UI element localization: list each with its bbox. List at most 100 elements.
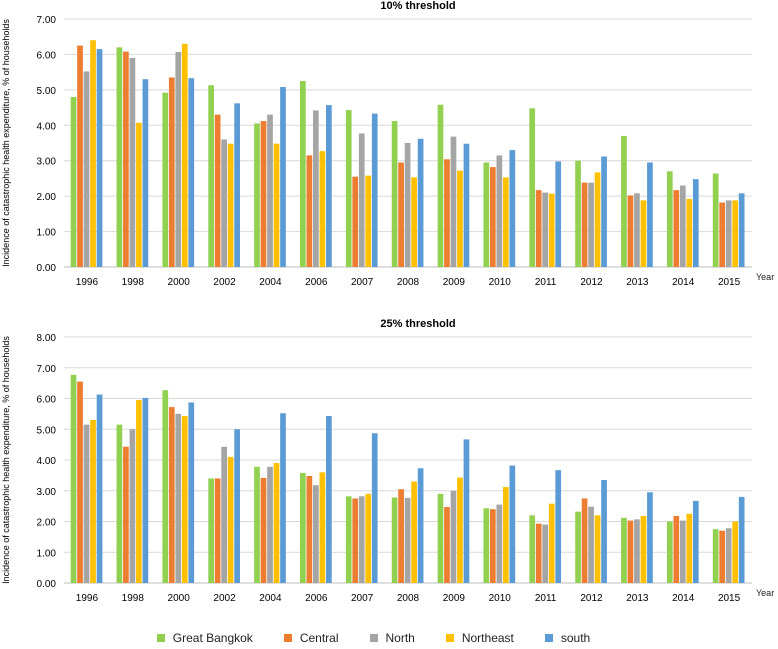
bar-south-2011 [555,161,561,267]
bar-great-bangkok-2004 [254,124,260,267]
bar-great-bangkok-2014 [667,522,673,584]
bar-north-2014 [680,186,686,267]
x-tick-label: 2006 [305,277,328,288]
y-tick-label: 6.00 [37,50,57,61]
bar-south-2012 [601,480,607,583]
bar-great-bangkok-2000 [162,390,168,583]
bar-central-2009 [444,159,450,267]
bar-south-2010 [509,150,515,267]
legend-label-north: North [386,631,415,645]
bar-northeast-2013 [641,200,647,267]
bar-northeast-2004 [274,144,280,267]
bar-south-2004 [280,87,286,267]
bar-central-2010 [490,509,496,583]
bar-central-2013 [628,195,634,267]
legend-label-great-bangkok: Great Bangkok [173,631,253,645]
bar-northeast-2011 [549,194,555,267]
x-tick-label: 2012 [580,277,603,288]
x-tick-label: 2007 [351,277,374,288]
bar-central-1996 [77,382,83,583]
bar-north-2012 [588,183,594,267]
y-tick-label: 2.00 [37,192,57,203]
bar-central-2004 [261,478,267,583]
x-axis-label: Year [756,588,774,598]
bar-south-2014 [693,179,699,267]
legend-label-northeast: Northeast [462,631,514,645]
bar-northeast-1998 [136,123,142,267]
x-tick-label: 2012 [580,593,603,604]
bar-central-2002 [215,115,221,267]
y-tick-label: 3.00 [37,157,57,168]
legend-label-south: south [561,631,590,645]
x-tick-label: 2000 [168,277,191,288]
bar-great-bangkok-2002 [208,85,214,267]
bar-northeast-2011 [549,504,555,583]
chart-figure: 10% threshold Incidence of catastrophic h… [0,0,778,620]
bar-south-1996 [97,395,103,583]
bar-north-2008 [405,498,411,583]
bar-north-2013 [634,193,640,267]
bar-south-2013 [647,162,653,267]
bar-north-2004 [267,467,273,583]
bar-central-2008 [398,489,404,583]
bar-south-2012 [601,156,607,267]
bar-great-bangkok-1996 [71,375,77,583]
bar-south-2002 [234,103,240,267]
bar-north-2007 [359,496,365,583]
x-tick-label: 2013 [626,593,649,604]
chart-25-percent-threshold: 25% threshold Incidence of catastrophic h… [1,318,774,604]
x-tick-label: 2015 [718,277,741,288]
legend-label-central: Central [300,631,339,645]
x-tick-label: 2013 [626,277,649,288]
bar-northeast-2006 [320,151,326,267]
bar-south-1998 [143,398,149,583]
x-tick-label: 2007 [351,593,374,604]
bar-north-2009 [451,137,457,267]
bar-south-2013 [647,492,653,583]
y-axis-label: Incidence of catastrophic health expendi… [1,19,11,267]
bar-central-2015 [719,531,725,583]
bar-great-bangkok-2002 [208,478,214,583]
x-tick-label: 1998 [122,277,145,288]
bar-great-bangkok-2009 [438,494,444,583]
bar-central-2007 [352,177,358,267]
y-tick-label: 4.00 [37,456,57,467]
bar-south-2000 [188,402,194,583]
x-tick-label: 2011 [535,277,557,288]
bar-great-bangkok-2013 [621,518,627,583]
bar-great-bangkok-1996 [71,97,77,267]
legend-item-central: Central [284,628,339,648]
bar-north-2014 [680,521,686,583]
bar-north-2010 [496,505,502,583]
legend-swatch-central [284,634,292,642]
bar-north-2007 [359,133,365,267]
bar-north-2009 [451,491,457,583]
bar-south-2010 [509,466,515,583]
bar-northeast-2015 [732,522,738,584]
bar-south-1996 [97,49,103,267]
bar-south-2015 [739,193,745,267]
bar-great-bangkok-2006 [300,473,306,583]
x-tick-label: 2006 [305,593,328,604]
x-tick-label: 1996 [76,277,99,288]
bar-south-2009 [464,439,470,583]
bar-south-2007 [372,433,378,583]
bar-northeast-2010 [503,177,509,267]
bar-northeast-2015 [732,200,738,267]
bar-north-2008 [405,143,411,267]
x-tick-label: 2011 [535,593,557,604]
bar-south-2006 [326,416,332,583]
bar-northeast-1998 [136,400,142,583]
x-tick-label: 2000 [168,593,191,604]
bar-northeast-1996 [90,420,96,583]
bar-great-bangkok-2011 [529,108,535,267]
bar-north-1998 [130,58,136,267]
bar-great-bangkok-2007 [346,110,352,267]
y-tick-label: 0.00 [37,579,57,590]
legend-swatch-north [370,634,378,642]
bar-northeast-2010 [503,487,509,583]
x-tick-label: 2015 [718,593,741,604]
x-tick-label: 2008 [397,277,420,288]
bar-northeast-2007 [365,176,371,267]
bar-great-bangkok-2012 [575,512,581,583]
